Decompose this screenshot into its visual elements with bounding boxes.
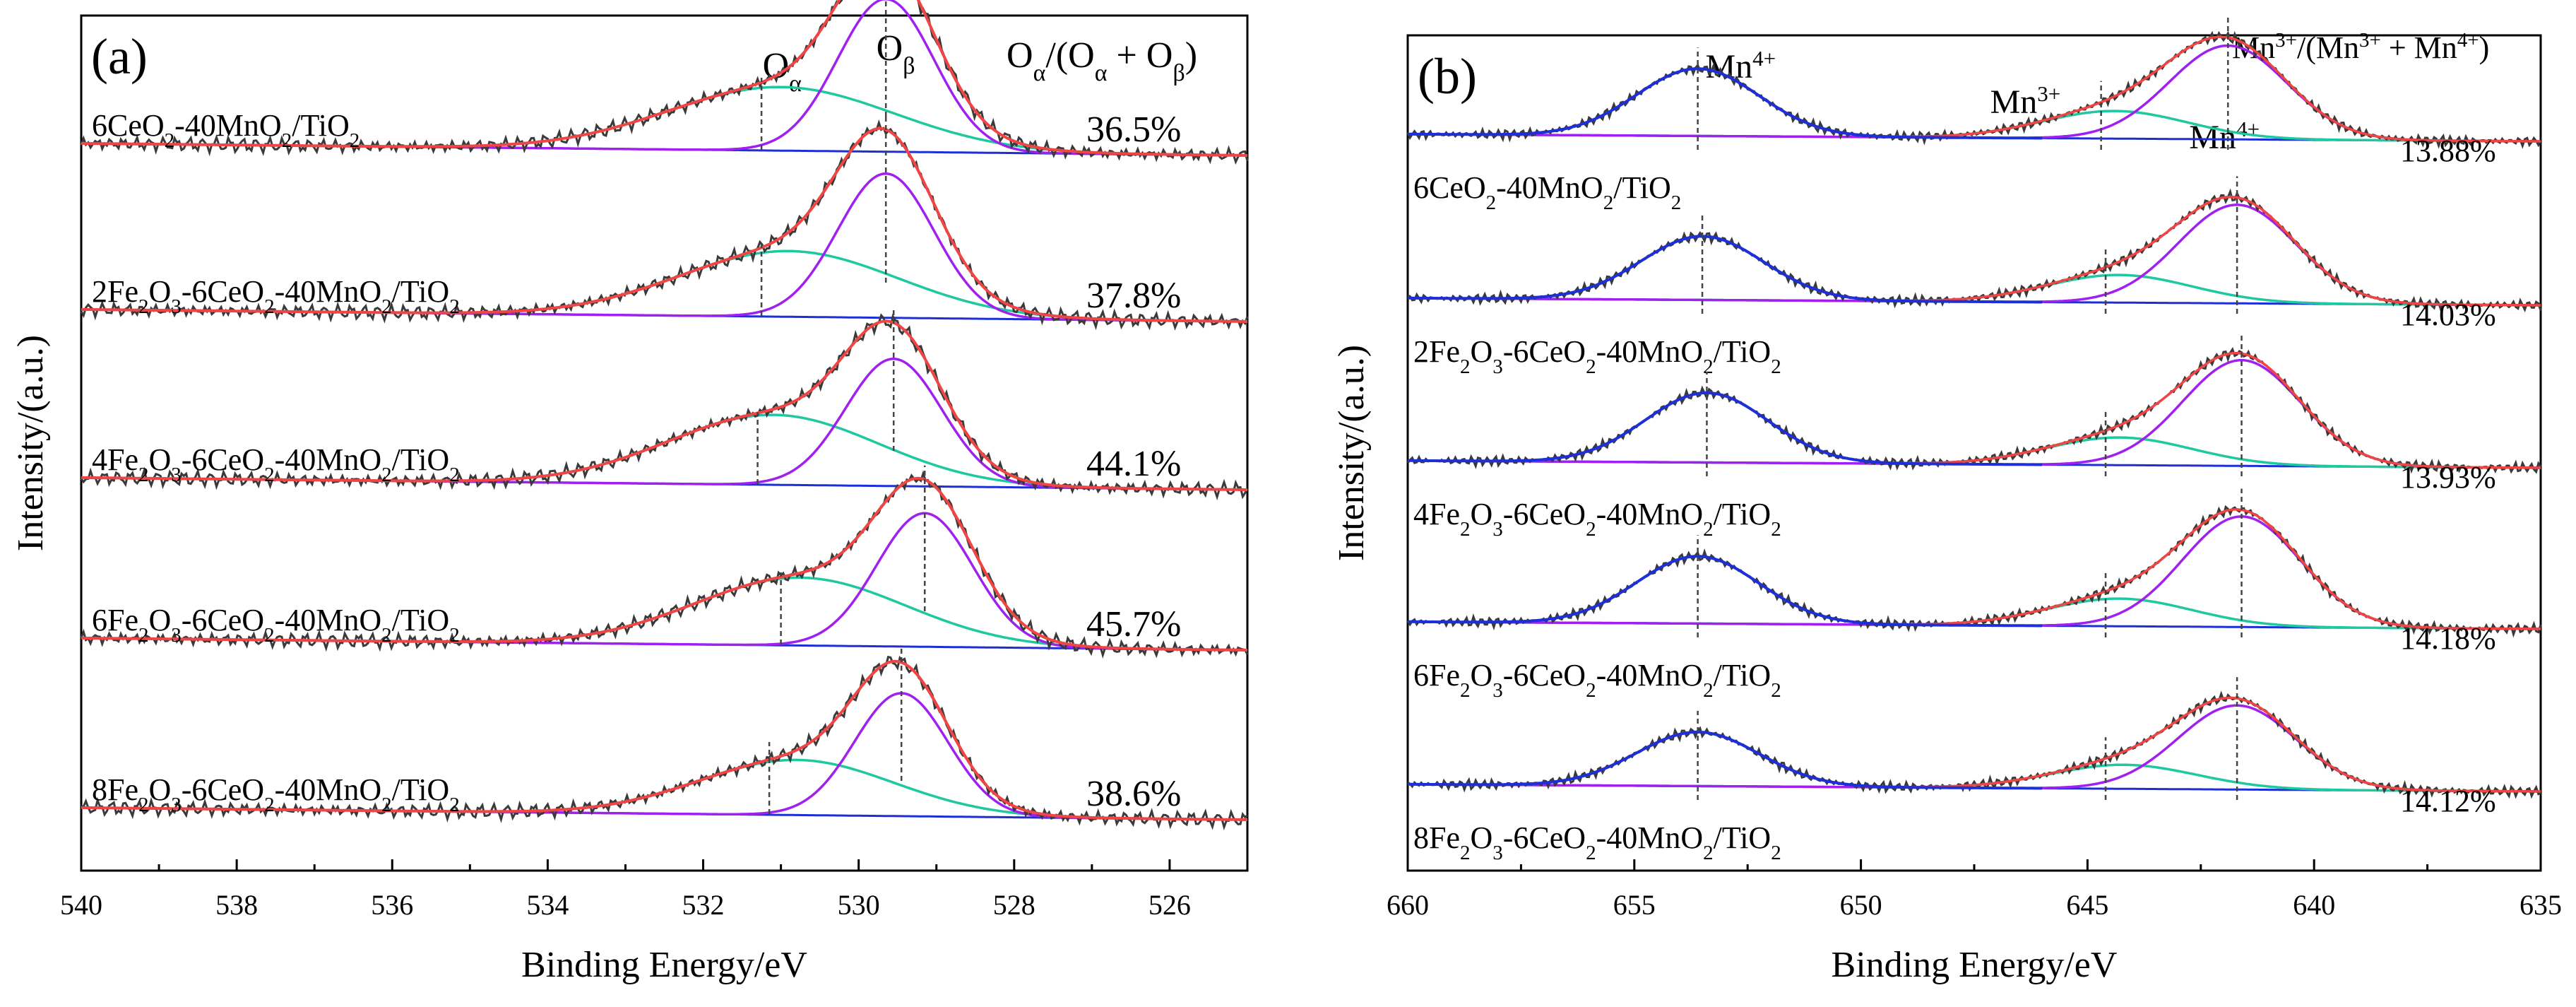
panel-b-chart: 660 655 650 645 640 635 Binding Energy/eV Inten…	[1331, 16, 2562, 985]
panel-b-series-0-sample-label: 6CeO2-40MnO2/TiO2	[1413, 170, 1681, 214]
panel-b-series-4-mn4-satellite-fit	[1408, 730, 2043, 790]
panel-a-series-1-fitted-envelope	[81, 126, 1247, 323]
panel-a-series-0-fitted-envelope	[81, 0, 1248, 157]
panel-b-series-3-mn4-satellite-fit	[1408, 555, 2043, 628]
panel-a-series-3-sample-label: 6Fe2O3-6CeO2-40MnO2/TiO2	[92, 603, 460, 647]
panel-a-series-4-sample-label: 8Fe2O3-6CeO2-40MnO2/TiO2	[92, 772, 460, 816]
panel-a-series-0-ratio-value: 36.5%	[1086, 110, 1181, 150]
panel-b-series-1-mn4-satellite-fit	[1408, 235, 2043, 304]
panel-a-xtick-label-5: 530	[838, 889, 880, 921]
panel-a-xtick-label-4: 532	[682, 889, 725, 921]
panel-b-series-1-raw-spectrum	[1407, 188, 2542, 314]
panel-a-series-0-raw-spectrum	[80, 0, 1249, 165]
panel-a-plot-frame	[80, 14, 1249, 872]
panel-b-xtick-label-1: 655	[1613, 889, 1656, 921]
panel-a-series-4-ratio-value: 38.6%	[1086, 774, 1181, 814]
panel-a-xtick-label-0: 540	[60, 889, 102, 921]
panel-a-y-axis-title: Intensity/(a.u.)	[11, 335, 51, 551]
panel-b-series-3-ratio-value: 14.18%	[2400, 621, 2496, 656]
panel-b-series-2-ratio-value: 13.93%	[2400, 460, 2496, 495]
panel-b-series-4-sample-label: 8Fe2O3-6CeO2-40MnO2/TiO2	[1413, 820, 1781, 864]
panel-b-panel-label: (b)	[1418, 48, 1477, 105]
panel-b-series-0-mn4-satellite-fit	[1408, 67, 2043, 140]
panel-a-ratio-header: Oα/(Oα + Oβ)	[1007, 35, 1197, 86]
panel-a-xtick-label-6: 528	[993, 889, 1035, 921]
panel-b-xtick-label-4: 640	[2293, 889, 2335, 921]
panel-b-xtick-label-3: 645	[2066, 889, 2108, 921]
panel-b-xtick-label-2: 650	[1840, 889, 1882, 921]
panel-b-series-2-mn4-satellite-fit	[1408, 391, 2043, 466]
panel-b-peak-label-2: Mn4+	[2189, 117, 2260, 157]
panel-b-series-4-ratio-value: 14.12%	[2400, 784, 2496, 818]
panel-a-series-0-sample-label: 6CeO2-40MnO2/TiO2	[92, 108, 360, 152]
panel-b-series-0-ratio-value: 13.88%	[2400, 134, 2496, 168]
panel-a-xtick-label-3: 534	[526, 889, 569, 921]
panel-a-series-4-fitted-envelope	[81, 659, 1247, 821]
panel-a-peak-label-1: Oβ	[877, 28, 915, 79]
panel-a-series-3-ratio-value: 45.7%	[1086, 604, 1181, 644]
panel-b-x-axis-title: Binding Energy/eV	[1832, 945, 2118, 985]
panel-a-series-1-sample-label: 2Fe2O3-6CeO2-40MnO2/TiO2	[92, 274, 460, 318]
panel-b-series-4-raw-spectrum	[1407, 690, 2541, 799]
panel-a-panel-label: (a)	[91, 28, 148, 85]
panel-a-xtick-label-1: 538	[215, 889, 258, 921]
panel-b-series-1-sample-label: 2Fe2O3-6CeO2-40MnO2/TiO2	[1413, 334, 1781, 378]
panel-b-peak-label-0: Mn4+	[1705, 46, 1776, 86]
panel-a-series-2-ratio-value: 44.1%	[1086, 444, 1181, 484]
panel-a-x-axis-title: Binding Energy/eV	[521, 945, 807, 985]
panel-a-series-1-ratio-value: 37.8%	[1086, 276, 1181, 316]
panel-a-xtick-label-2: 536	[371, 889, 413, 921]
panel-a-series-2-sample-label: 4Fe2O3-6CeO2-40MnO2/TiO2	[92, 442, 460, 486]
panel-b-series-3-sample-label: 6Fe2O3-6CeO2-40MnO2/TiO2	[1413, 658, 1781, 702]
panel-b-ratio-header: Mn3+/(Mn3+ + Mn4+)	[2232, 29, 2489, 65]
panel-b-series-1-ratio-value: 14.03%	[2400, 298, 2496, 332]
panel-a-series-2-fitted-envelope	[81, 319, 1247, 491]
panel-b-xtick-label-0: 660	[1387, 889, 1429, 921]
panel-b-peak-label-1: Mn3+	[1990, 81, 2061, 122]
panel-a-series-3-fitted-envelope	[81, 476, 1247, 652]
panel-a-series-2-raw-spectrum	[80, 313, 1249, 501]
panel-b-xtick-label-5: 635	[2519, 889, 2562, 921]
panel-b-y-axis-title: Intensity/(a.u.)	[1331, 345, 1372, 561]
panel-a-chart: 540 538 536 534 532 530 528 526 Binding Energy/e…	[11, 0, 1249, 985]
panel-a-xtick-label-7: 526	[1148, 889, 1191, 921]
panel-b-series-2-sample-label: 4Fe2O3-6CeO2-40MnO2/TiO2	[1413, 497, 1781, 541]
